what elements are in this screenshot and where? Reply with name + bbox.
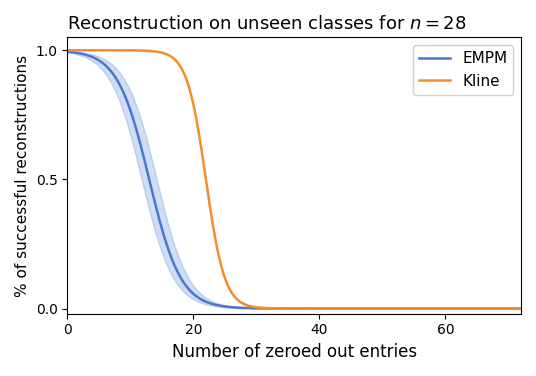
Kline: [334, 306, 340, 311]
EMPM: [64, 49, 71, 54]
EMPM: [310, 306, 316, 311]
Kline: [436, 306, 442, 311]
EMPM: [334, 306, 340, 311]
Kline: [518, 306, 524, 311]
Kline: [310, 306, 316, 311]
Y-axis label: % of successful reconstructions: % of successful reconstructions: [15, 55, 30, 297]
EMPM: [280, 306, 286, 311]
Kline: [282, 306, 289, 311]
Text: Reconstruction on unseen classes for $n = 28$: Reconstruction on unseen classes for $n …: [68, 15, 467, 33]
EMPM: [436, 306, 442, 311]
EMPM: [282, 306, 289, 311]
Kline: [64, 48, 71, 53]
Line: Kline: Kline: [68, 50, 521, 309]
EMPM: [507, 306, 513, 311]
X-axis label: Number of zeroed out entries: Number of zeroed out entries: [172, 343, 416, 361]
Legend: EMPM, Kline: EMPM, Kline: [413, 45, 513, 95]
EMPM: [518, 306, 524, 311]
Kline: [507, 306, 513, 311]
Line: EMPM: EMPM: [68, 52, 521, 309]
Kline: [280, 306, 286, 311]
